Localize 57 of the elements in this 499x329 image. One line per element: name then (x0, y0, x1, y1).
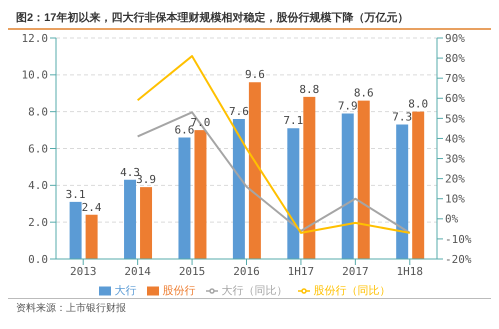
bar (303, 96, 316, 259)
x-tick-label: 2014 (124, 264, 152, 278)
bar (248, 82, 261, 259)
text: 资料来源：上市银行财报 (16, 303, 126, 314)
bar (140, 187, 152, 259)
data-label: 7.3 (392, 110, 412, 124)
bar (178, 137, 190, 259)
y-tick-label: 10.0 (22, 68, 48, 82)
bar (396, 124, 408, 259)
y2-tick-label: 40% (445, 132, 466, 146)
legend-label: 大行 (114, 285, 136, 297)
y2-tick-label: 20% (445, 172, 466, 186)
bar (86, 214, 98, 259)
data-label: 6.6 (174, 123, 194, 136)
legend-label: 股份行 (162, 285, 196, 297)
bar (124, 180, 136, 259)
data-label: 3.1 (66, 188, 86, 201)
chart-title: 图2：17年初以来，四大行非保本理财规模相对稳定，股份行规模下降（万亿元） (8, 8, 491, 30)
legend-label: 大行（同比） (222, 285, 288, 297)
bar (232, 119, 245, 259)
x-tick-label: 2015 (178, 264, 206, 278)
y2-tick-label: -20% (445, 252, 472, 266)
y2-tick-label: 10% (445, 192, 466, 206)
x-tick-label: 2017 (342, 264, 369, 278)
data-label: 7.6 (228, 105, 249, 118)
y2-tick-label: 60% (445, 92, 466, 106)
bar (70, 202, 82, 259)
y-tick-label: 4.0 (28, 179, 48, 192)
data-label: 8.6 (354, 86, 374, 100)
data-label: 9.6 (244, 68, 265, 82)
data-label: 2.4 (82, 200, 102, 214)
y-tick-label: 2.0 (28, 216, 48, 230)
data-label: 7.1 (283, 114, 304, 128)
y2-tick-label: 50% (445, 112, 466, 126)
data-label: 7.9 (338, 100, 358, 113)
data-label: 8.8 (299, 82, 320, 96)
data-label: 8.0 (408, 98, 428, 111)
x-tick-label: 2013 (70, 264, 96, 278)
x-tick-label: 1H17 (288, 264, 314, 278)
y-tick-label: 12.0 (22, 32, 48, 45)
y2-tick-label: 90% (445, 32, 466, 45)
y2-tick-label: 0% (445, 212, 459, 226)
bar (194, 130, 206, 259)
bar (412, 112, 424, 259)
y2-tick-label: 80% (445, 52, 466, 65)
y-tick-label: 6.0 (28, 142, 48, 156)
x-tick-label: 1H18 (396, 264, 424, 278)
x-tick-label: 2016 (233, 264, 260, 278)
y2-tick-label: 70% (445, 72, 466, 86)
legend-label: 股份行（同比） (314, 285, 390, 297)
y2-tick-label: 30% (445, 152, 466, 166)
bar (342, 114, 354, 259)
bar (287, 128, 300, 259)
y2-tick-label: -10% (445, 232, 472, 246)
y-tick-label: 8.0 (28, 106, 48, 119)
bar (358, 100, 370, 259)
y-tick-label: 0.0 (28, 252, 48, 266)
